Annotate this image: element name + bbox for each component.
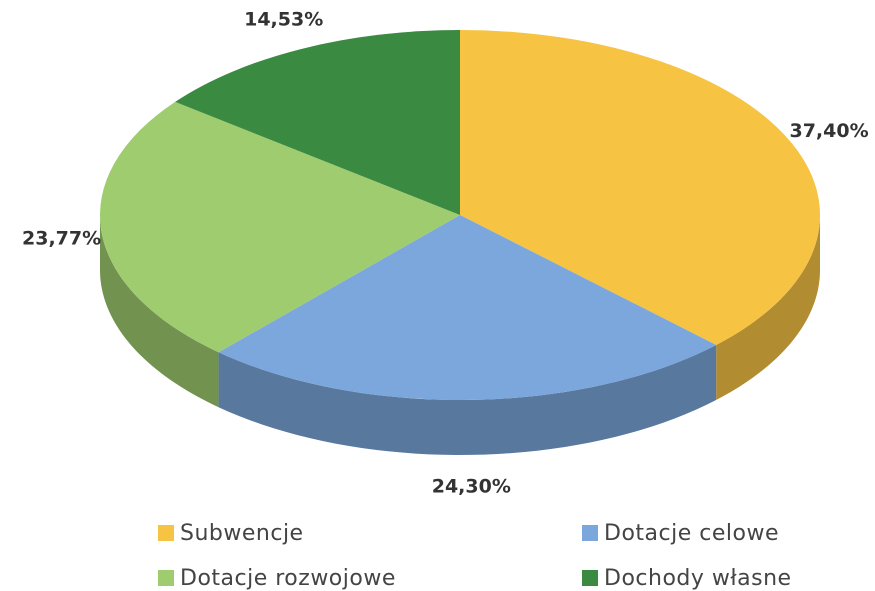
legend-label: Dochody własne xyxy=(604,566,792,591)
legend-label: Dotacje rozwojowe xyxy=(180,566,396,591)
legend-swatch xyxy=(158,570,174,586)
value-label: 23,77% xyxy=(22,228,101,250)
legend-label: Dotacje celowe xyxy=(604,521,779,546)
slice xyxy=(218,215,717,400)
slice-side xyxy=(100,215,219,408)
legend-swatch xyxy=(582,525,598,541)
value-label: 14,53% xyxy=(244,9,323,31)
value-label: 24,30% xyxy=(432,475,511,497)
slice-side xyxy=(716,215,820,400)
legend-swatch xyxy=(158,525,174,541)
legend-swatch xyxy=(582,570,598,586)
slice xyxy=(175,30,461,215)
slice xyxy=(100,101,461,353)
value-label: 37,40% xyxy=(789,120,868,142)
slice xyxy=(460,30,820,345)
slice-side xyxy=(218,344,717,455)
legend-label: Subwencje xyxy=(180,521,304,546)
